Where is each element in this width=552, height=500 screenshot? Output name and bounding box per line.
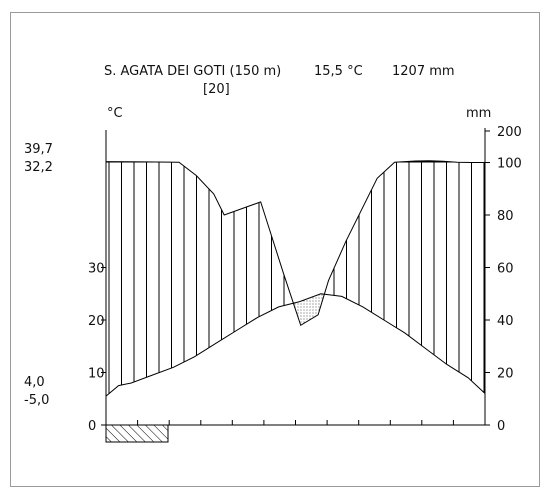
title-station: S. AGATA DEI GOTI (150 m): [104, 64, 281, 79]
right-tick-label-100: 100: [497, 157, 522, 172]
right-tick-label-20: 20: [497, 367, 514, 382]
precipitation-curve: [105, 160, 485, 327]
frost-months-box: [105, 424, 169, 443]
title-annual-precip: 1207 mm: [392, 64, 455, 79]
right-tick-label-60: 60: [497, 262, 514, 277]
left-tick-label-10: 10: [88, 367, 105, 382]
chart-frame: [10, 12, 540, 487]
left-unit-label: °C: [107, 106, 123, 121]
right-tick-label-40: 40: [497, 314, 514, 329]
left-tick-label-0: 0: [88, 419, 96, 434]
left-tick-label-30: 30: [88, 262, 105, 277]
title-mean-temp: 15,5 °C: [314, 64, 363, 79]
abs-min-temp: -5,0: [24, 393, 49, 408]
abs-max-temp: 39,7: [24, 142, 53, 157]
title-years: [20]: [203, 82, 230, 97]
right-tick-label-0: 0: [497, 419, 505, 434]
mean-max-temp: 32,2: [24, 160, 53, 175]
temperature-curve: [105, 293, 486, 397]
right-tick-label-80: 80: [497, 209, 514, 224]
left-tick-label-20: 20: [88, 314, 105, 329]
right-unit-label: mm: [466, 106, 491, 121]
right-tick-label-200: 200: [497, 125, 522, 140]
mean-min-temp: 4,0: [24, 375, 45, 390]
